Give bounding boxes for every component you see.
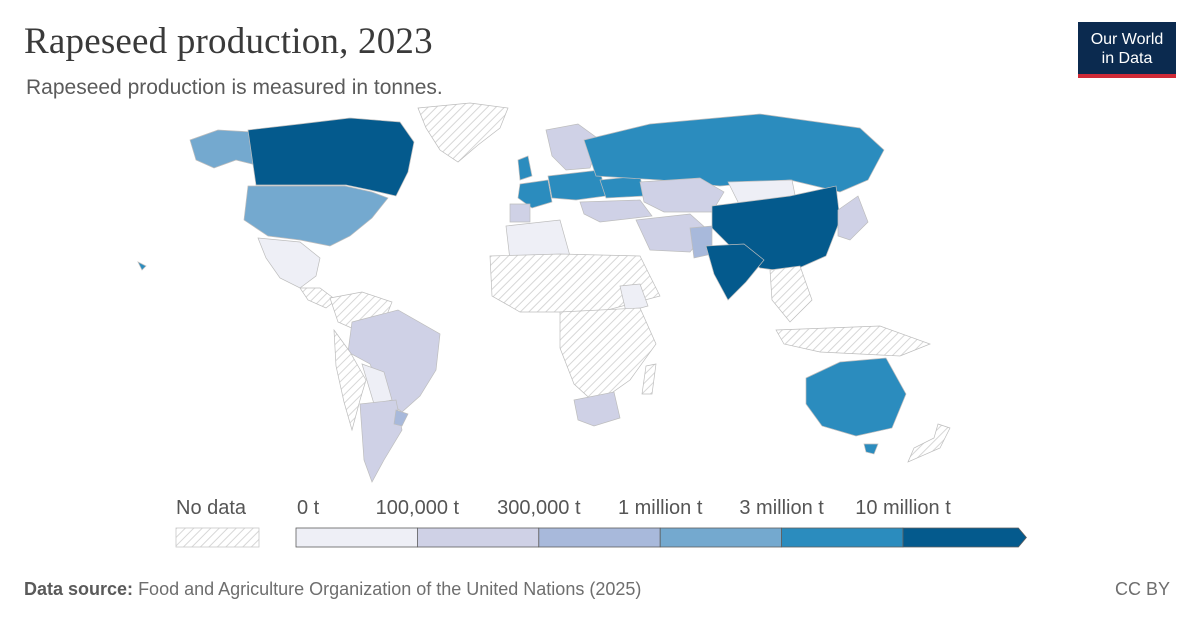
legend-bin-4[interactable] [781,527,904,548]
data-source: Data source: Food and Agriculture Organi… [24,579,641,600]
country-united-states[interactable] [243,185,389,247]
chart-title: Rapeseed production, 2023 [24,21,433,62]
legend-bin-3[interactable] [659,527,783,548]
country-madagascar[interactable] [641,363,657,395]
logo-line-2: in Data [1101,50,1153,67]
legend-bin-2[interactable] [538,527,661,548]
legend-bin-0[interactable] [295,527,418,548]
country-india[interactable] [705,243,765,301]
country-mexico[interactable] [257,237,321,289]
country-peru-chile-west[interactable] [333,328,367,432]
country-russia[interactable] [583,113,885,193]
country-canada[interactable] [247,117,415,197]
country-japan-korea[interactable] [837,195,869,241]
country-indonesia[interactable] [775,325,931,357]
country-greenland[interactable] [417,102,509,163]
legend-tick-label-0: 0 t [297,497,320,519]
country-alaska[interactable] [189,129,257,169]
country-france[interactable] [517,179,553,209]
legend-bin-5[interactable] [902,527,1027,548]
legend-no-data-label: No data [176,497,247,519]
data-source-text: Food and Agriculture Organization of the… [138,579,642,599]
country-tasmania[interactable] [863,443,879,455]
country-ethiopia[interactable] [619,283,649,313]
country-bolivia-paraguay[interactable] [361,363,393,405]
country-central-america[interactable] [299,287,337,309]
legend-tick-label-5: 10 million t [855,497,951,519]
license-link[interactable]: CC BY [1114,579,1170,599]
country-argentina[interactable] [359,399,403,483]
chart-subtitle: Rapeseed production is measured in tonne… [26,76,443,99]
country-iberia[interactable] [509,203,531,223]
country-balkans-turkey[interactable] [579,199,653,223]
country-brazil[interactable] [347,309,441,413]
country-uruguay[interactable] [393,409,409,427]
logo-line-1: Our World [1090,31,1164,48]
legend-bin-1[interactable] [416,527,540,548]
legend-tick-label-2: 300,000 t [497,497,581,519]
country-southeast-asia[interactable] [769,265,813,323]
country-uk-ireland[interactable] [517,155,533,181]
owid-logo[interactable]: Our World in Data [1078,22,1176,78]
legend-tick-label-1: 100,000 t [375,497,460,519]
legend-tick-label-3: 1 million t [617,497,703,519]
legend-no-data-swatch [175,527,260,548]
country-hawaii[interactable] [137,261,147,271]
country-new-zealand[interactable] [907,423,951,463]
legend-tick-label-4: 3 million t [739,497,824,519]
country-australia[interactable] [805,357,907,437]
data-source-label: Data source: [24,579,134,599]
country-south-africa[interactable] [573,391,621,427]
country-central-europe[interactable] [547,169,607,201]
country-scandinavia[interactable] [545,123,601,171]
